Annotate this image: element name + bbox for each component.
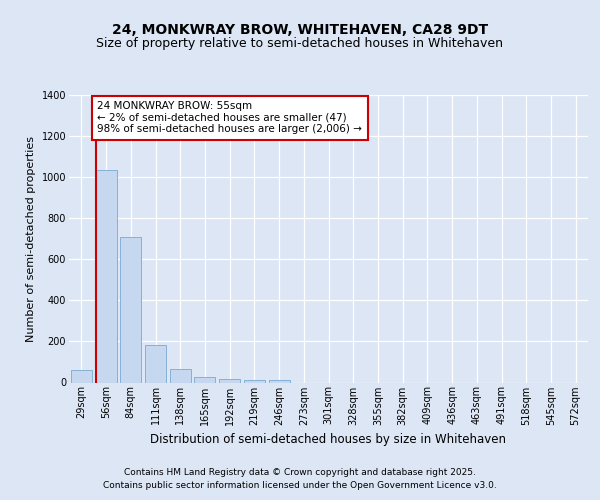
Bar [95,170,116,382]
Bar [170,369,191,382]
Y-axis label: Number of semi-detached properties: Number of semi-detached properties [26,136,36,342]
Text: 24 MONKWRAY BROW: 55sqm
← 2% of semi-detached houses are smaller (47)
98% of sem: 24 MONKWRAY BROW: 55sqm ← 2% of semi-det… [97,101,362,134]
Bar [71,370,92,382]
Bar [244,380,265,382]
Text: Contains HM Land Registry data © Crown copyright and database right 2025.: Contains HM Land Registry data © Crown c… [124,468,476,477]
Bar [194,378,215,382]
Text: 24, MONKWRAY BROW, WHITEHAVEN, CA28 9DT: 24, MONKWRAY BROW, WHITEHAVEN, CA28 9DT [112,22,488,36]
Text: Size of property relative to semi-detached houses in Whitehaven: Size of property relative to semi-detach… [97,38,503,51]
Bar [145,344,166,383]
Bar [219,380,240,382]
X-axis label: Distribution of semi-detached houses by size in Whitehaven: Distribution of semi-detached houses by … [151,433,506,446]
Bar [269,380,290,382]
Bar [120,236,141,382]
Text: Contains public sector information licensed under the Open Government Licence v3: Contains public sector information licen… [103,482,497,490]
